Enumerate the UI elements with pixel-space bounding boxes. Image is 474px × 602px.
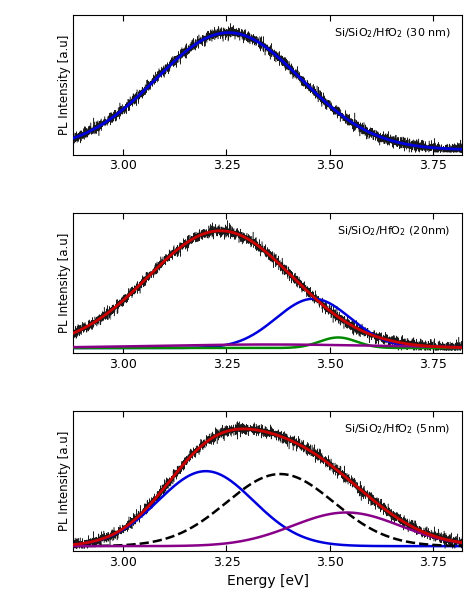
Text: Si/SiO$_2$/HfO$_2$ (5nm): Si/SiO$_2$/HfO$_2$ (5nm) xyxy=(344,423,450,436)
Text: Si/SiO$_2$/HfO$_2$ (20nm): Si/SiO$_2$/HfO$_2$ (20nm) xyxy=(337,225,450,238)
Y-axis label: PL Intensity [a.u]: PL Intensity [a.u] xyxy=(58,35,71,135)
X-axis label: Energy [eV]: Energy [eV] xyxy=(227,574,309,588)
Text: Si/SiO$_2$/HfO$_2$ (30 nm): Si/SiO$_2$/HfO$_2$ (30 nm) xyxy=(334,26,450,40)
Y-axis label: PL Intensity [a.u]: PL Intensity [a.u] xyxy=(58,233,71,333)
Y-axis label: PL Intensity [a.u]: PL Intensity [a.u] xyxy=(58,431,71,531)
